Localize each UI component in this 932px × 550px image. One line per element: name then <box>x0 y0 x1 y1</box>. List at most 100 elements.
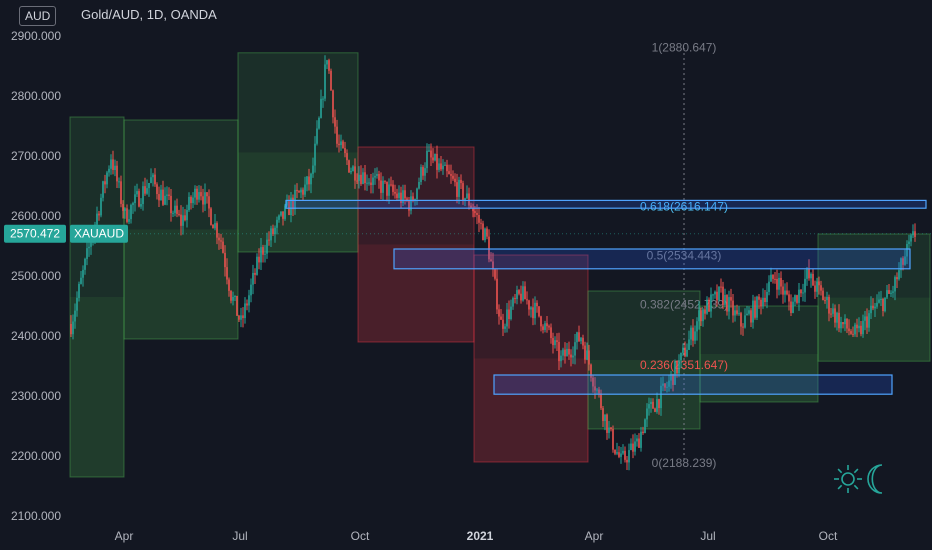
candle-body <box>838 312 840 329</box>
candle-body <box>460 179 462 184</box>
candle-body <box>906 244 908 257</box>
candle-body <box>300 189 302 193</box>
candle-body <box>802 292 804 294</box>
candle-body <box>704 309 706 314</box>
candle-body <box>686 349 688 357</box>
candle-body <box>560 355 562 362</box>
candle-body <box>690 327 692 340</box>
candle-body <box>798 289 800 303</box>
candle-body <box>828 296 830 314</box>
candle-body <box>782 286 784 295</box>
candle-body <box>266 239 268 254</box>
candle-body <box>746 313 748 316</box>
candle-body <box>438 163 440 170</box>
candle-body <box>246 303 248 306</box>
candle-body <box>362 172 364 184</box>
candle-body <box>372 177 374 186</box>
candle-body <box>758 296 760 300</box>
axes-layer: 2100.000 2200.000 2300.000 2400.000 2500.000… <box>11 29 838 543</box>
candle-body <box>444 164 446 166</box>
candle-body <box>260 247 262 263</box>
candle-body <box>214 223 216 229</box>
candle-body <box>208 196 210 209</box>
candles-layer <box>70 55 916 471</box>
candle-body <box>760 299 762 307</box>
candle-body <box>784 290 786 295</box>
candle-body <box>222 241 224 253</box>
candle-body <box>790 301 792 313</box>
candle-body <box>150 177 152 183</box>
candle-body <box>508 309 510 320</box>
candle-body <box>278 215 280 220</box>
candle-body <box>430 150 432 158</box>
candle-body <box>104 181 106 185</box>
candle-body <box>542 326 544 330</box>
candle-body <box>294 189 296 210</box>
candle-body <box>530 307 532 310</box>
candle-body <box>434 153 436 161</box>
candle-body <box>606 414 608 433</box>
candle-body <box>396 193 398 198</box>
y-tick-label: 2800.000 <box>11 89 61 103</box>
candle-body <box>736 310 738 314</box>
candle-body <box>364 172 366 184</box>
candle-body <box>646 408 648 420</box>
candle-body <box>226 267 228 280</box>
candle-body <box>234 295 236 298</box>
candle-body <box>500 316 502 320</box>
candle-body <box>186 210 188 221</box>
candle-body <box>348 160 350 173</box>
candle-body <box>742 326 744 328</box>
candle-body <box>590 364 592 378</box>
candle-body <box>684 347 686 357</box>
candle-body <box>810 273 812 279</box>
candle-body <box>482 223 484 241</box>
candle-body <box>792 301 794 313</box>
candle-body <box>198 192 200 200</box>
candle-body <box>826 296 828 301</box>
candle-body <box>330 70 332 91</box>
candle-body <box>404 190 406 199</box>
currency-badge[interactable]: AUD <box>19 6 57 26</box>
candle-body <box>450 174 452 176</box>
y-tick-label: 2500.000 <box>11 269 61 283</box>
candle-body <box>618 452 620 457</box>
candle-body <box>480 222 482 224</box>
candle-body <box>864 316 866 321</box>
candle-body <box>292 197 294 210</box>
candle-body <box>610 427 612 430</box>
candle-body <box>862 320 864 335</box>
candle-body <box>456 182 458 197</box>
candle-body <box>612 429 614 450</box>
candle-body <box>498 309 500 317</box>
candle-body <box>388 184 390 196</box>
candle-body <box>340 141 342 146</box>
y-tick-label: 2100.000 <box>11 509 61 523</box>
candle-body <box>422 167 424 176</box>
candle-body <box>650 401 652 405</box>
candle-body <box>680 352 682 361</box>
candle-body <box>740 313 742 327</box>
candle-body <box>158 194 160 201</box>
candle-body <box>832 308 834 314</box>
candle-body <box>818 281 820 286</box>
candle-body <box>820 285 822 291</box>
candle-body <box>302 189 304 195</box>
candle-body <box>470 205 472 208</box>
candle-body <box>162 189 164 205</box>
y-tick-label: 2400.000 <box>11 329 61 343</box>
candle-body <box>726 295 728 312</box>
candle-body <box>506 309 508 327</box>
candle-body <box>194 188 196 198</box>
candle-body <box>844 318 846 325</box>
candle-body <box>582 337 584 346</box>
candle-body <box>712 294 714 296</box>
candle-body <box>602 408 604 422</box>
candle-body <box>352 166 354 171</box>
candle-body <box>866 316 868 328</box>
candle-body <box>400 192 402 204</box>
candle-body <box>870 305 872 314</box>
candle-body <box>580 337 582 342</box>
